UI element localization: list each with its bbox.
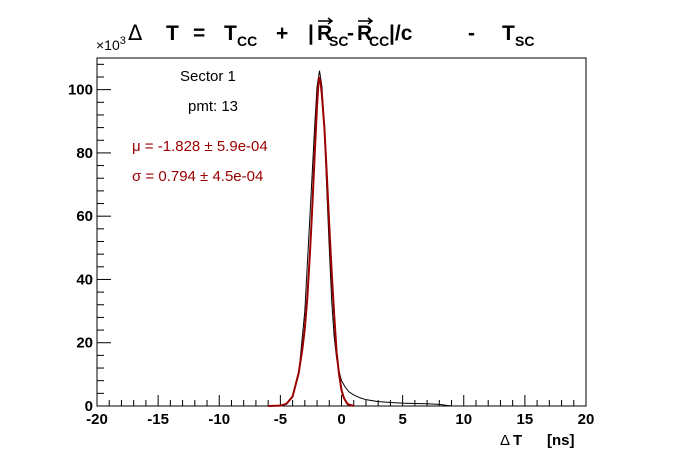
title-minus-2: - bbox=[468, 22, 475, 45]
title-delta: Δ bbox=[128, 21, 143, 45]
mu-label: μ = -1.828 ± 5.9e-04 bbox=[132, 138, 268, 155]
title-vector-arrow-r-sc bbox=[318, 17, 334, 25]
chart-title: Δ T = T CC + | R SC - R CC |/c - T SC bbox=[128, 21, 534, 51]
x-axis-label-t: T bbox=[513, 432, 522, 449]
title-t: T bbox=[166, 22, 179, 45]
title-plus: + bbox=[276, 22, 288, 45]
x-axis-label-unit: [ns] bbox=[547, 432, 575, 449]
title-eq: = bbox=[193, 22, 205, 45]
y-tick-label: 60 bbox=[76, 208, 93, 225]
title-bar-open: | bbox=[308, 22, 314, 45]
plot-frame bbox=[96, 57, 587, 407]
title-t-cc: T bbox=[224, 22, 237, 45]
title-sub-cc: CC bbox=[237, 33, 257, 49]
y-multiplier: ×103 bbox=[96, 35, 126, 53]
x-axis-label-delta: Δ bbox=[500, 432, 510, 449]
title-vector-arrow-r-cc bbox=[358, 17, 374, 25]
y-axis-ticks bbox=[97, 63, 111, 407]
y-tick-label: 80 bbox=[76, 145, 93, 162]
sigma-label: σ = 0.794 ± 4.5e-04 bbox=[132, 168, 263, 185]
pmt-label: pmt: 13 bbox=[188, 98, 238, 115]
x-tick-label: 20 bbox=[578, 411, 595, 428]
title-sub-cc-2: CC bbox=[369, 33, 389, 49]
title-t-sc: T bbox=[502, 22, 515, 45]
title-minus-1: - bbox=[347, 22, 354, 45]
sector-label: Sector 1 bbox=[180, 68, 236, 85]
title-sub-sc: SC bbox=[329, 33, 348, 49]
title-r-sc: R bbox=[317, 22, 332, 45]
x-tick-label: 0 bbox=[337, 411, 345, 428]
histogram-series-line bbox=[97, 70, 586, 407]
x-tick-label: -10 bbox=[208, 411, 230, 428]
title-over-c: |/c bbox=[389, 22, 413, 45]
x-tick-label: 15 bbox=[517, 411, 534, 428]
fit-series-line bbox=[268, 76, 355, 407]
x-tick-label: 5 bbox=[398, 411, 406, 428]
x-axis-tick-labels: -20 -15 -10 -5 0 5 10 15 20 bbox=[86, 411, 594, 428]
x-tick-label: -5 bbox=[274, 411, 287, 428]
x-tick-label: -15 bbox=[147, 411, 169, 428]
y-tick-label: 20 bbox=[76, 335, 93, 352]
y-tick-label: 40 bbox=[76, 271, 93, 288]
y-tick-label: 0 bbox=[85, 398, 93, 415]
title-r-cc: R bbox=[357, 22, 372, 45]
title-sub-sc-2: SC bbox=[515, 33, 534, 49]
x-tick-label: -20 bbox=[86, 411, 108, 428]
x-axis-label: Δ T [ns] bbox=[500, 432, 575, 449]
y-multiplier-exp: 3 bbox=[120, 35, 126, 47]
x-axis-ticks bbox=[96, 395, 587, 406]
x-tick-label: 10 bbox=[455, 411, 472, 428]
y-axis-tick-labels: 0 20 40 60 80 100 bbox=[68, 82, 93, 415]
y-tick-label: 100 bbox=[68, 82, 93, 99]
